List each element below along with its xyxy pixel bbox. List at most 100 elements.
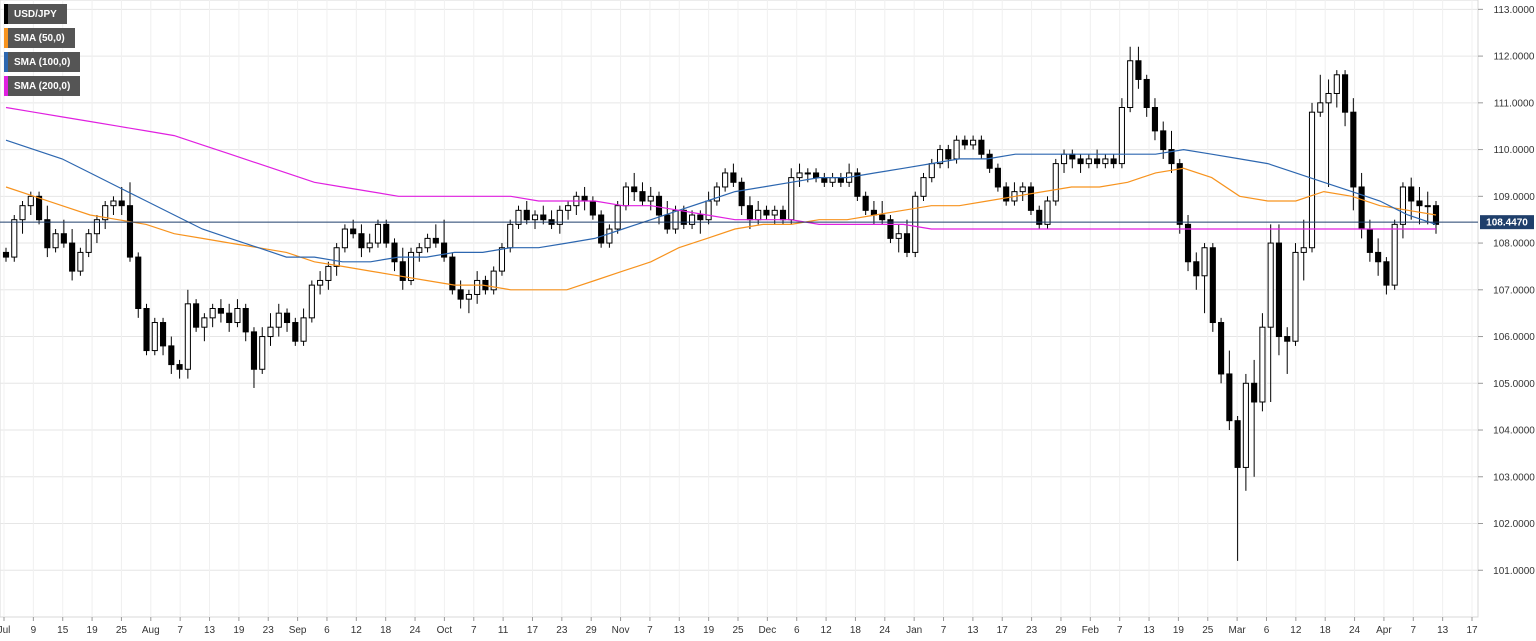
x-tick-label: 9	[31, 625, 37, 636]
y-tick-label: 109.0000	[1493, 192, 1535, 203]
x-tick-label: 13	[1437, 625, 1449, 636]
candle-down	[383, 223, 390, 244]
legend-item-usdjpy[interactable]: USD/JPY	[4, 4, 67, 24]
candle-down	[1184, 223, 1192, 263]
candle-down	[69, 242, 76, 272]
candle-down	[540, 214, 547, 221]
x-tick-label: 7	[177, 625, 183, 636]
candle-up	[333, 247, 340, 267]
legend-item-sma50[interactable]: SMA (50,0)	[4, 28, 75, 48]
candle-down	[217, 308, 224, 314]
candle-down	[746, 205, 753, 221]
candle-down	[1416, 200, 1423, 207]
candle-down	[1350, 111, 1357, 188]
candle-down	[639, 191, 646, 202]
candle-down	[1358, 186, 1365, 230]
x-tick-label: 18	[380, 625, 392, 636]
candle-up	[1292, 251, 1299, 342]
candle-down	[961, 139, 968, 146]
candle-up	[689, 214, 696, 225]
candle-down	[1218, 322, 1225, 375]
candle-up	[531, 214, 539, 221]
candle-up	[366, 242, 373, 249]
candle-down	[1176, 163, 1183, 225]
x-tick-label: 7	[471, 625, 477, 636]
candle-down	[738, 181, 745, 207]
candle-up	[474, 279, 481, 295]
candle-up	[755, 209, 762, 221]
candle-up	[1317, 102, 1324, 113]
candle-up	[713, 186, 720, 202]
y-tick-label: 106.0000	[1493, 332, 1535, 343]
candle-down	[655, 195, 663, 216]
x-tick-label: Oct	[437, 625, 453, 636]
legend-label: SMA (200,0)	[14, 80, 71, 92]
candle-down	[1366, 228, 1373, 253]
candle-down	[449, 256, 456, 291]
candle-up	[804, 172, 811, 175]
candle-down	[1226, 373, 1233, 422]
candle-up	[308, 284, 315, 319]
candle-up	[788, 177, 795, 221]
candle-down	[837, 177, 844, 183]
legend-swatch	[4, 52, 8, 72]
legend-item-sma100[interactable]: SMA (100,0)	[4, 52, 81, 72]
candle-down	[986, 153, 993, 169]
y-tick-label: 110.0000	[1494, 145, 1535, 156]
y-tick-label: 111.0000	[1494, 98, 1535, 109]
candle-up	[11, 219, 18, 258]
candle-down	[978, 139, 985, 155]
candle-up	[416, 247, 423, 253]
candle-up	[209, 308, 216, 319]
candle-down	[457, 289, 464, 300]
candle-down	[399, 261, 406, 281]
legend-swatch	[4, 28, 8, 48]
x-tick-label: Dec	[758, 625, 776, 636]
candle-down	[292, 322, 299, 342]
y-tick-label: 113.0000	[1494, 5, 1535, 16]
current-price-label: 108.4470	[1486, 218, 1528, 229]
candle-up	[1308, 111, 1316, 249]
candle-up	[341, 228, 348, 249]
candle-up	[102, 205, 109, 221]
x-tick-label: 17	[527, 625, 539, 636]
candle-up	[556, 209, 563, 225]
candle-down	[523, 209, 530, 221]
candle-down	[283, 312, 291, 324]
x-tick-label: 7	[1410, 625, 1416, 636]
candle-down	[1027, 186, 1035, 211]
x-tick-label: Sep	[289, 625, 307, 636]
legend-label: USD/JPY	[14, 8, 57, 20]
x-tick-label: Jan	[906, 625, 922, 636]
candle-up	[1325, 92, 1332, 104]
legend-item-sma200[interactable]: SMA (200,0)	[4, 76, 81, 96]
candle-down	[1143, 78, 1150, 109]
candle-up	[1085, 158, 1092, 165]
x-tick-label: 29	[1055, 625, 1067, 636]
candle-up	[234, 308, 241, 324]
candle-up	[796, 172, 803, 179]
candle-up	[317, 279, 324, 286]
candle-up	[829, 177, 836, 183]
candle-down	[879, 214, 886, 221]
candle-up	[490, 270, 497, 291]
candle-up	[27, 195, 34, 207]
candle-down	[862, 195, 869, 211]
candle-down	[945, 149, 952, 160]
candle-up	[1118, 107, 1125, 165]
x-tick-label: 17	[1466, 625, 1478, 636]
candle-down	[697, 214, 704, 221]
candle-down	[441, 242, 448, 258]
candle-up	[325, 265, 332, 281]
candle-down	[126, 205, 134, 258]
candle-up	[895, 233, 902, 239]
x-tick-label: 12	[821, 625, 833, 636]
candle-up	[465, 293, 472, 300]
candle-down	[730, 172, 737, 183]
candle-up	[424, 237, 431, 249]
x-tick-label: 6	[324, 625, 330, 636]
x-tick-label: 13	[1143, 625, 1155, 636]
candle-up	[705, 200, 712, 221]
candle-down	[135, 256, 142, 310]
